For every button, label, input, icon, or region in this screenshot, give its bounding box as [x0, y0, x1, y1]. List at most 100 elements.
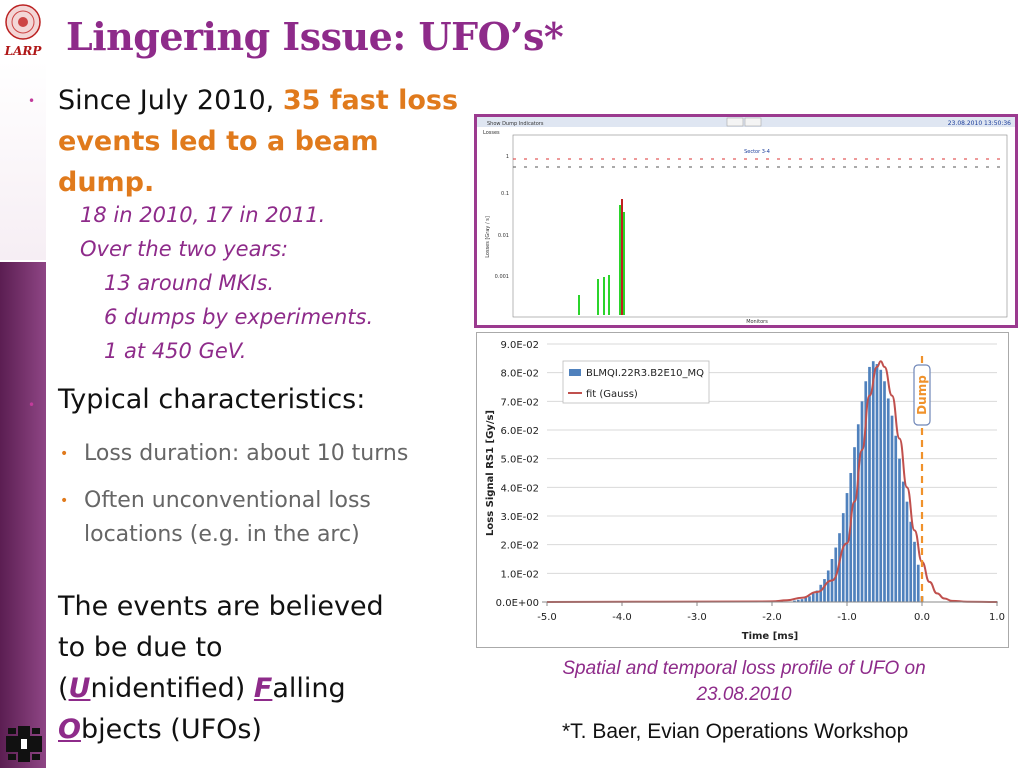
plot-area: [512, 134, 1008, 318]
chart-bar: [871, 361, 875, 602]
x-axis-title: Time [ms]: [742, 631, 798, 642]
dump-annotation-box: [913, 364, 931, 426]
intro-paragraph: Since July 2010, 35 fast loss events led…: [58, 80, 468, 203]
chart-bar: [890, 415, 894, 602]
characteristic-item: Often unconventional loss: [84, 488, 371, 513]
dump-annotation-text: Dump: [915, 375, 929, 415]
y-tick: 0.01: [498, 233, 509, 239]
x-tick-label: 1.0: [989, 612, 1005, 623]
chart-x-ticks: -5.0 -4.0 -3.0 -2.0 -1.0 0.0 1.0: [537, 602, 1005, 623]
y-axis-label: Losses [Gray / s]: [485, 216, 491, 258]
chart-bar: [849, 473, 853, 602]
x-tick-label: -4.0: [612, 612, 632, 623]
sub-bullet-dot: •: [60, 446, 69, 462]
monitor-bar: [608, 275, 610, 315]
bullet-dot: •: [28, 398, 36, 412]
y-tick-label: 2.0E-02: [500, 541, 539, 552]
chart-bar: [860, 401, 864, 602]
y-tick: 0.001: [495, 274, 509, 280]
reference-note: *T. Baer, Evian Operations Workshop: [562, 720, 909, 743]
y-tick-label: 5.0E-02: [500, 455, 539, 466]
sidebar-decoration-bottom: [0, 262, 46, 768]
monitor-bar: [621, 199, 623, 315]
loss-chart-svg: 0.0E+00 1.0E-02 2.0E-02 3.0E-02 4.0E-02 5.0E-…: [485, 340, 1005, 642]
events-text: nidentified): [90, 673, 254, 704]
sector-label: Sector 3-4: [744, 149, 770, 155]
timestamp: 23.08.2010 13:50:36: [948, 120, 1011, 127]
chart-bar: [804, 597, 808, 602]
y-tick-label: 3.0E-02: [500, 512, 539, 523]
x-tick-label: -5.0: [537, 612, 557, 623]
chart-bar: [898, 458, 901, 602]
chart-bar: [901, 481, 905, 602]
sidebar-decoration-top: [0, 60, 46, 260]
events-text: alling: [272, 673, 346, 704]
detail-line: Over the two years:: [80, 237, 289, 261]
sub-bullet-dot: •: [60, 493, 69, 509]
loss-monitor-svg: Show Dump Indicators 23.08.2010 13:50:36…: [477, 117, 1015, 325]
y-axis-title: Loss Signal RS1 [Gy/s]: [485, 410, 496, 536]
letter-u: U: [68, 673, 91, 704]
x-tick-label: -3.0: [687, 612, 707, 623]
y-tick-label: 7.0E-02: [500, 397, 539, 408]
intro-lead: Since July 2010,: [58, 85, 283, 116]
y-tick-label: 0.0E+00: [496, 598, 539, 609]
larp-logo: LARP: [4, 4, 43, 58]
characteristic-item: Loss duration: about 10 turns: [84, 441, 409, 466]
chart-bar: [819, 584, 823, 602]
chart-bar: [808, 596, 811, 602]
fermilab-logo: [6, 726, 42, 762]
chart-bar: [909, 521, 913, 602]
letter-f: F: [253, 673, 273, 704]
prev-button[interactable]: [726, 117, 744, 127]
chart-bar: [879, 369, 883, 602]
monitor-bar: [578, 295, 580, 315]
chart-bar: [823, 579, 826, 602]
detail-line: 18 in 2010, 17 in 2011.: [80, 203, 326, 227]
x-tick-label: -2.0: [762, 612, 782, 623]
y-tick-label: 6.0E-02: [500, 426, 539, 437]
chart-bar: [868, 366, 871, 602]
chart-bar: [841, 513, 845, 602]
chart-bar: [800, 599, 804, 602]
chart-bar: [793, 600, 796, 602]
chart-bar: [845, 493, 849, 602]
chart-bar: [905, 501, 909, 602]
chart-bar: [913, 541, 916, 602]
legend-swatch-bars: [569, 369, 581, 376]
svg-text:LARP: LARP: [4, 44, 43, 58]
legend-label: fit (Gauss): [586, 389, 638, 400]
events-line: The events are believed: [58, 591, 384, 622]
figure-caption: Spatial and temporal loss profile of UFO…: [562, 658, 926, 705]
characteristics-heading: Typical characteristics:: [58, 384, 366, 415]
letter-o: O: [58, 714, 81, 745]
monitor-bar: [623, 212, 625, 315]
y-tick-label: 4.0E-02: [500, 483, 539, 494]
chart-bar: [796, 599, 800, 602]
monitor-bar: [603, 277, 605, 315]
chart-bar: [826, 570, 830, 602]
chart-y-ticks: 0.0E+00 1.0E-02 2.0E-02 3.0E-02 4.0E-02 5.0E-…: [496, 340, 539, 609]
chart-legend: BLMQI.22R3.B2E10_MQ fit (Gauss): [562, 360, 710, 404]
detail-line: 13 around MKIs.: [104, 271, 275, 295]
chart-bar: [875, 364, 879, 602]
page-title: Lingering Issue: UFO’s*: [66, 14, 564, 59]
chart-bar: [815, 590, 819, 602]
y-tick-label: 8.0E-02: [500, 369, 539, 380]
y-tick: 1: [506, 154, 509, 160]
chart-bar: [853, 447, 856, 602]
y-tick-label: 1.0E-02: [500, 569, 539, 580]
bullet-dot: •: [28, 94, 36, 108]
loss-monitor-screenshot: Show Dump Indicators 23.08.2010 13:50:36…: [474, 114, 1018, 328]
losses-tab[interactable]: Losses: [483, 130, 500, 136]
legend-box: [562, 360, 710, 404]
events-text: bjects (UFOs): [80, 714, 262, 745]
fit-line: [546, 360, 998, 603]
chart-bar: [883, 381, 886, 602]
detail-line: 6 dumps by experiments.: [104, 305, 374, 329]
next-button[interactable]: [744, 117, 762, 127]
events-open-paren: (: [58, 673, 69, 704]
chart-bar: [856, 424, 860, 602]
legend-label: BLMQI.22R3.B2E10_MQ: [586, 368, 704, 379]
x-tick-label: 0.0: [914, 612, 930, 623]
